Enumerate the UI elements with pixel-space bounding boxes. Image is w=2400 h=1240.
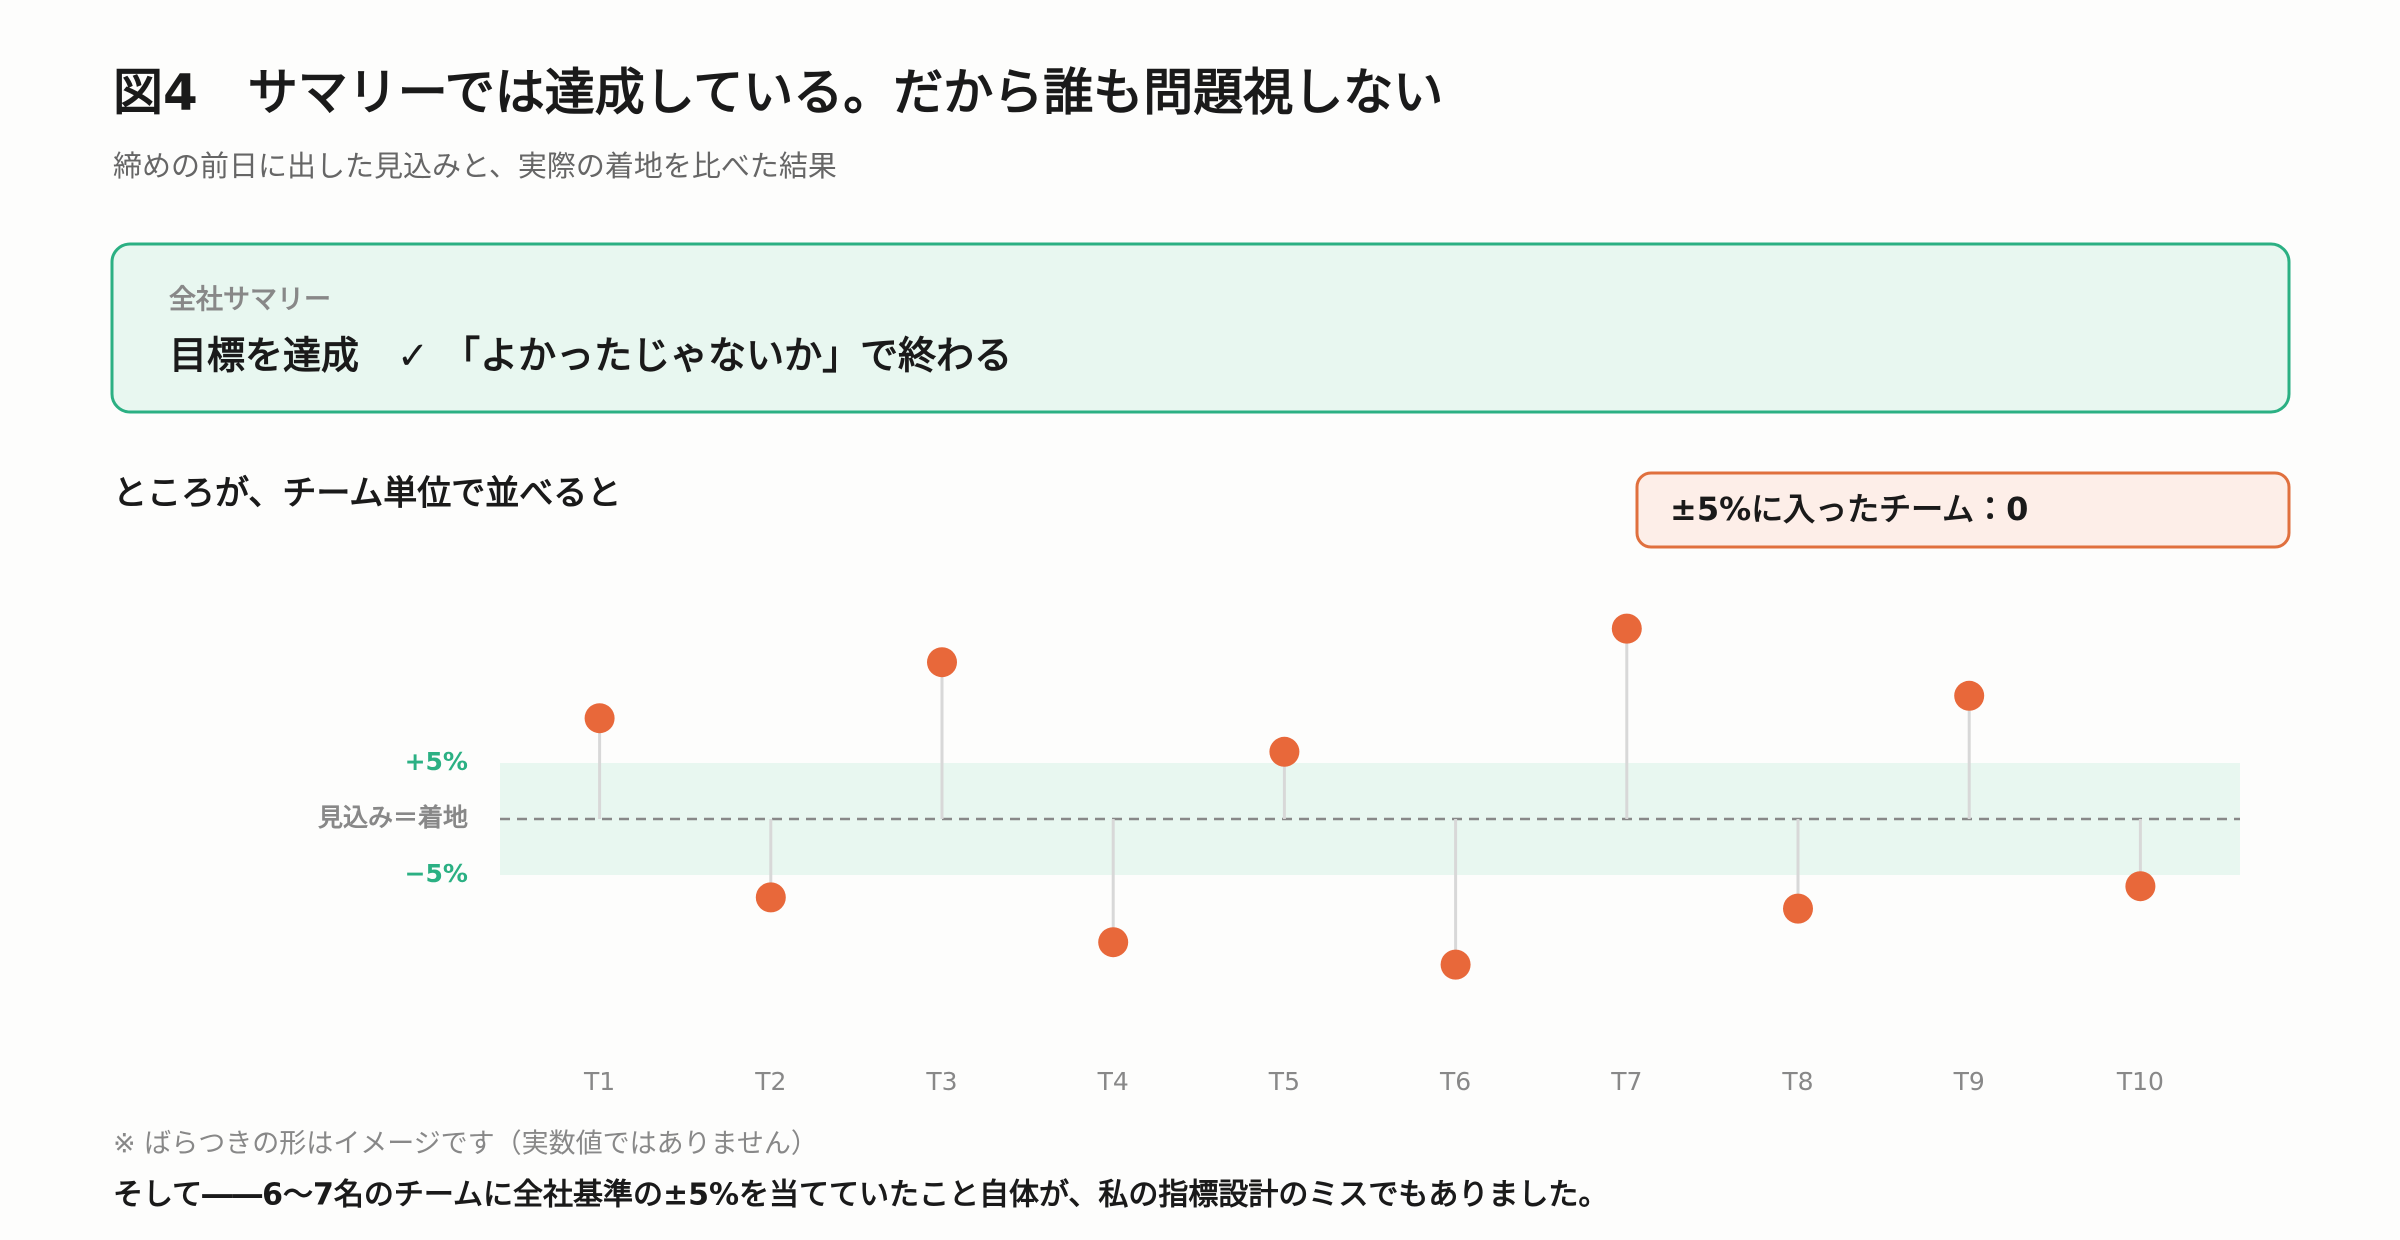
x-tick-label: T10: [2116, 1067, 2164, 1096]
dot: [1440, 949, 1471, 980]
y-tick-label: 見込み＝着地: [318, 803, 468, 832]
dot: [584, 703, 615, 734]
dot: [1611, 613, 1642, 644]
y-tick-label: −5%: [405, 859, 468, 888]
summary-label: 全社サマリー: [169, 285, 331, 316]
x-tick-label: T9: [1953, 1067, 1985, 1096]
dot: [755, 882, 786, 913]
chart-title: ところが、チーム単位で並べると: [113, 474, 621, 514]
dot: [1269, 736, 1300, 767]
dot: [2125, 871, 2156, 902]
summary-text: 目標を達成 ✓ 「よかったじゃないか」で終わる: [169, 334, 1012, 378]
annotation-box: [1635, 471, 2291, 549]
x-tick-label: T8: [1781, 1067, 1813, 1096]
x-tick-label: T6: [1439, 1067, 1471, 1096]
x-tick-label: T3: [925, 1067, 957, 1096]
footnote: ※ ばらつきの形はイメージです（実数値ではありません）: [113, 1129, 818, 1160]
x-tick-label: T2: [754, 1067, 786, 1096]
x-tick-label: T4: [1097, 1067, 1129, 1096]
dot: [1783, 893, 1813, 924]
y-tick-label: +5%: [405, 747, 468, 776]
dot: [1098, 927, 1129, 958]
summary-box: [110, 242, 2291, 414]
page-subtitle: 締めの前日に出した見込みと、実際の着地を比べた結果: [113, 149, 837, 183]
x-tick-label: T5: [1268, 1067, 1300, 1096]
x-tick-label: T1: [583, 1067, 615, 1096]
page-title: 図4 サマリーでは達成している。だから誰も問題視しない: [113, 64, 1443, 122]
conclusion: そして――6〜7名のチームに全社基準の±5%を当てていたこと自体が、私の指標設計…: [113, 1178, 1608, 1213]
annotation: ±5%に入ったチーム：0: [1670, 490, 2028, 528]
dot: [927, 647, 957, 678]
plot: +5% 見込み＝着地 −5% T1 T2 T3 T4 T5 T6 T7 T8 T9 T10: [318, 613, 2240, 1096]
x-tick-label: T7: [1610, 1067, 1642, 1096]
dot: [1954, 680, 1985, 711]
